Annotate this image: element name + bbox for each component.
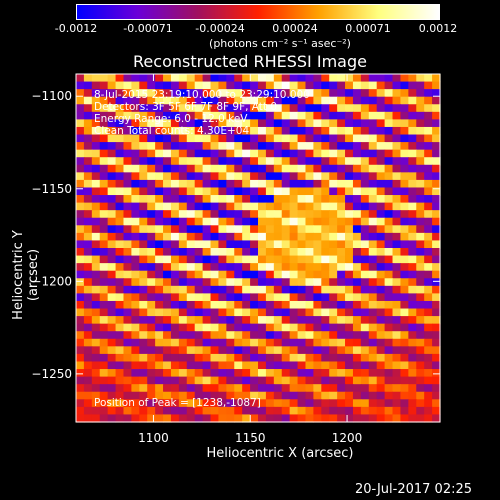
colorbar-tick: -0.00071 (123, 22, 173, 35)
annotation-clean: Clean Total counts: 4.30E+04 (94, 125, 250, 137)
y-axis: −1100 −1150 −1200 −1250 (31, 89, 440, 381)
plot-frame (75, 73, 441, 423)
annotation-detectors: Detectors: 3F 5F 6F 7F 8F 9F, Att 0 (94, 101, 278, 113)
annotation-time-range: 8-Jul-2015 23:19:10.000 to 23:29:10.000 (94, 89, 310, 101)
heatmap-image (76, 74, 441, 423)
y-tick-label: −1100 (31, 89, 72, 103)
y-axis-label: Heliocentric Y (arcsec) (11, 230, 41, 320)
x-axis-label: Heliocentric X (arcsec) (206, 446, 354, 461)
colorbar-units: (photons cm⁻² s⁻¹ asec⁻²) (209, 37, 351, 50)
footer-timestamp: 20-Jul-2017 02:25 (355, 482, 473, 497)
colorbar-tick: 0.00071 (345, 22, 391, 35)
y-tick-label: −1250 (31, 367, 72, 381)
colorbar-tick: 0.00024 (272, 22, 318, 35)
x-tick-label: 1150 (235, 431, 266, 445)
annotation-peak-position: Position of Peak = [1238,-1087] (94, 397, 261, 409)
colorbar-tick: -0.00024 (195, 22, 245, 35)
chart-title: Reconstructed RHESSI Image (133, 52, 367, 71)
annotation-energy: Energy Range: 6.0 - 12.0 keV (94, 113, 248, 125)
y-tick-label: −1200 (31, 274, 72, 288)
y-tick-label: −1150 (31, 182, 72, 196)
colorbar-tick: 0.0012 (418, 22, 458, 35)
colorbar-tick: -0.0012 (54, 22, 98, 35)
colorbar (76, 4, 440, 20)
x-axis: 1100 1150 1200 (138, 74, 362, 445)
x-tick-label: 1200 (332, 431, 363, 445)
x-tick-label: 1100 (138, 431, 169, 445)
